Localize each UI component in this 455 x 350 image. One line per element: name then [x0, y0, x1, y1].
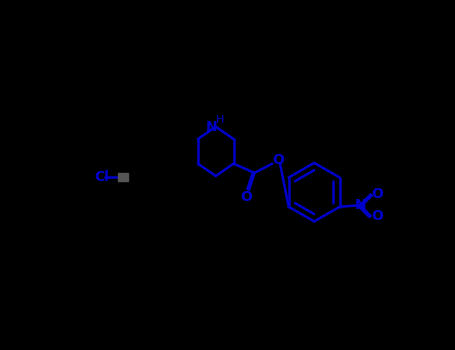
Text: N: N — [206, 120, 217, 134]
Bar — [118, 173, 128, 181]
Text: O: O — [240, 190, 252, 204]
Text: O: O — [272, 153, 283, 167]
Text: O: O — [371, 209, 383, 223]
Text: O: O — [371, 188, 383, 202]
Text: H: H — [215, 115, 224, 125]
Text: N: N — [355, 198, 366, 212]
Text: Cl: Cl — [94, 170, 109, 184]
